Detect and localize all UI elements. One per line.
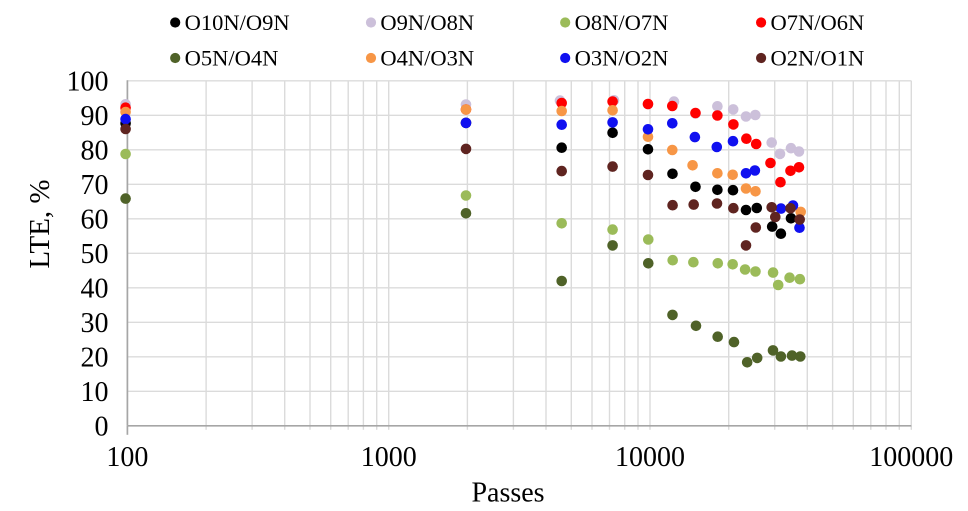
svg-text:O3N/O2N: O3N/O2N: [575, 46, 669, 71]
svg-text:O8N/O7N: O8N/O7N: [575, 10, 669, 35]
svg-text:0: 0: [95, 411, 109, 442]
svg-text:O4N/O3N: O4N/O3N: [380, 46, 474, 71]
svg-text:30: 30: [81, 308, 109, 339]
svg-text:O7N/O6N: O7N/O6N: [771, 10, 865, 35]
svg-text:100000: 100000: [869, 442, 953, 473]
svg-text:70: 70: [81, 170, 109, 201]
svg-text:20: 20: [81, 342, 109, 373]
svg-text:60: 60: [81, 204, 109, 235]
svg-text:LTE, %: LTE, %: [24, 179, 56, 268]
svg-text:10000: 10000: [615, 442, 685, 473]
svg-text:O2N/O1N: O2N/O1N: [771, 46, 865, 71]
svg-text:100: 100: [67, 66, 109, 97]
svg-text:80: 80: [81, 135, 109, 166]
svg-text:O10N/O9N: O10N/O9N: [185, 10, 290, 35]
svg-text:Passes: Passes: [471, 478, 544, 509]
svg-text:100: 100: [106, 442, 148, 473]
svg-text:10: 10: [81, 377, 109, 408]
svg-text:90: 90: [81, 101, 109, 132]
svg-text:O9N/O8N: O9N/O8N: [380, 10, 474, 35]
svg-text:50: 50: [81, 239, 109, 270]
svg-text:40: 40: [81, 273, 109, 304]
svg-text:1000: 1000: [361, 442, 417, 473]
svg-text:O5N/O4N: O5N/O4N: [185, 46, 279, 71]
